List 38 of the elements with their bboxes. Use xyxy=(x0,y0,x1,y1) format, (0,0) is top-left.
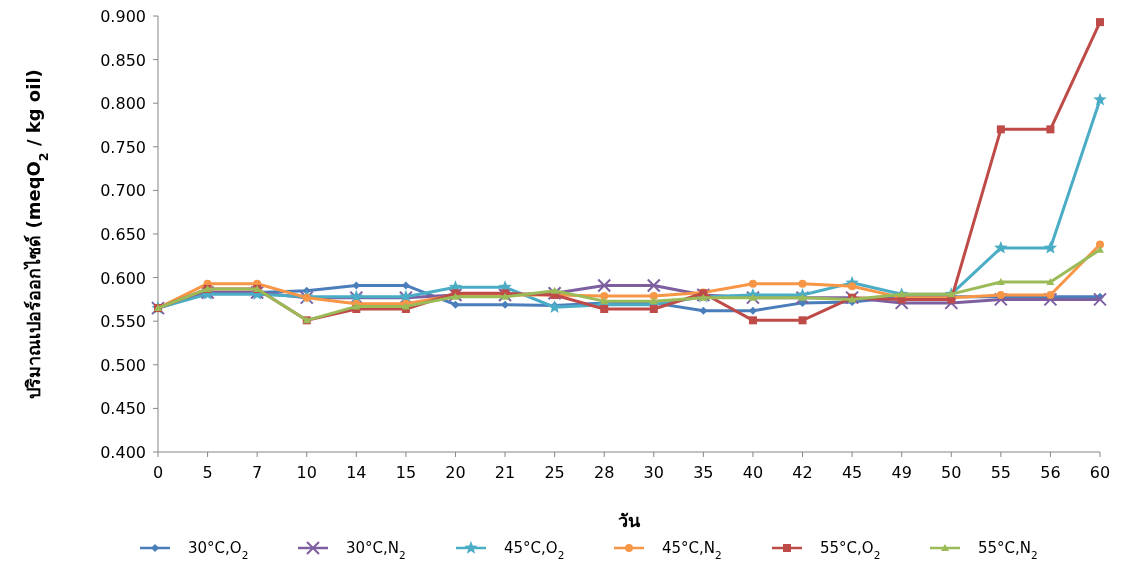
y-tick-label: 0.400 xyxy=(100,443,146,462)
x-tick-label: 42 xyxy=(792,463,813,482)
x-tick-label: 56 xyxy=(1040,463,1061,482)
x-tick-label: 28 xyxy=(594,463,615,482)
legend-label: 30°C,N$_{2}$ xyxy=(346,539,406,561)
x-tick-label: 25 xyxy=(544,463,565,482)
legend-label: 55°C,O$_{2}$ xyxy=(820,539,881,561)
legend-label: 30°C,O$_{2}$ xyxy=(188,539,249,561)
y-tick-label: 0.650 xyxy=(100,225,146,244)
y-tick-label: 0.500 xyxy=(100,355,146,375)
x-tick-label: 0 xyxy=(152,463,164,482)
x-tick-label: 60 xyxy=(1089,463,1111,482)
x-tick-label: 5 xyxy=(202,463,213,482)
x-tick-label: 40 xyxy=(742,463,764,482)
x-axis-title: วัน xyxy=(618,510,641,531)
x-tick-label: 10 xyxy=(296,463,317,482)
y-tick-label: 0.750 xyxy=(100,137,146,157)
y-tick-label: 0.800 xyxy=(100,94,146,114)
y-tick-label: 0.900 xyxy=(100,7,146,26)
x-tick-label: 35 xyxy=(693,463,714,482)
x-tick-label: 20 xyxy=(445,463,466,482)
legend-label: 45°C,O$_{2}$ xyxy=(504,539,565,561)
y-tick-label: 0.700 xyxy=(100,181,146,201)
x-tick-label: 7 xyxy=(252,463,263,482)
y-tick-label: 0.850 xyxy=(100,50,146,70)
x-tick-label: 55 xyxy=(990,463,1012,482)
y-tick-label: 0.550 xyxy=(100,312,146,332)
x-tick-label: 49 xyxy=(891,463,912,482)
legend-label: 45°C,N$_{2}$ xyxy=(662,539,722,561)
y-tick-label: 0.450 xyxy=(100,399,146,419)
x-tick-label: 50 xyxy=(941,463,962,482)
x-tick-label: 45 xyxy=(841,463,863,482)
y-tick-label: 0.600 xyxy=(100,268,146,288)
legend-label: 55°C,N$_{2}$ xyxy=(978,539,1038,561)
x-tick-label: 14 xyxy=(346,463,367,482)
x-tick-label: 30 xyxy=(643,463,664,482)
x-tick-label: 21 xyxy=(494,463,516,482)
x-tick-label: 15 xyxy=(395,463,417,482)
